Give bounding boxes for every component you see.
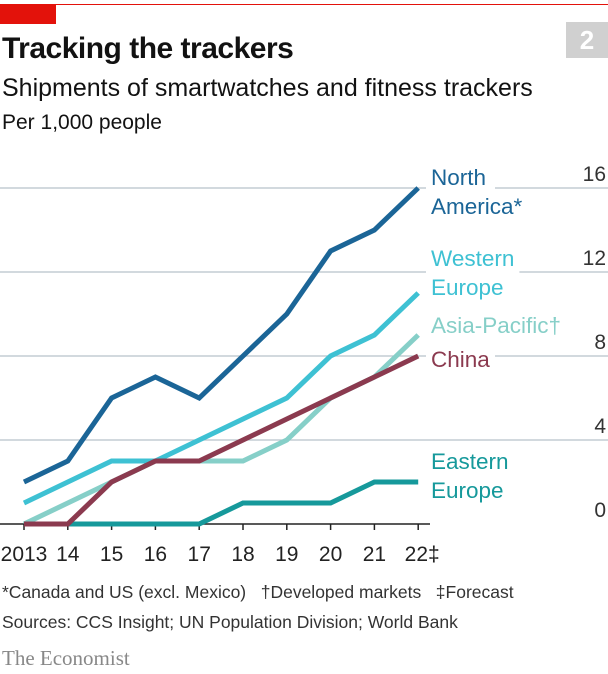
series-label: North xyxy=(431,165,486,190)
series-label: Asia-Pacific† xyxy=(431,313,561,338)
x-tick-label: 15 xyxy=(100,543,123,566)
series-label: Europe xyxy=(431,275,504,300)
brand-logo: The Economist xyxy=(2,646,130,670)
series-line-north-america xyxy=(22,186,420,485)
series-label-bg xyxy=(426,347,495,374)
red-tag xyxy=(0,4,56,24)
x-tick-label: 14 xyxy=(56,543,80,566)
chart-number-badge: 2 xyxy=(566,22,608,58)
series-label: China xyxy=(431,347,490,372)
x-tick-label: 21 xyxy=(363,543,386,566)
y-tick-label: 4 xyxy=(594,415,606,438)
x-tick-label: 17 xyxy=(188,543,211,566)
top-rule xyxy=(0,4,608,5)
x-tick-label: 20 xyxy=(319,543,342,566)
y-tick-label: 0 xyxy=(594,499,606,522)
series-label-bg xyxy=(426,275,508,302)
chart-title: Tracking the trackers xyxy=(2,32,294,65)
series-label: Europe xyxy=(431,478,504,503)
x-tick-label: 18 xyxy=(231,543,254,566)
y-tick-label: 16 xyxy=(583,163,606,186)
series-label: Eastern xyxy=(431,449,509,474)
series-line-china xyxy=(24,353,420,527)
chart-subtitle: Shipments of smartwatches and fitness tr… xyxy=(2,74,533,102)
y-tick-label: 12 xyxy=(583,247,606,270)
series-label-bg xyxy=(426,194,532,221)
series-line-eastern-europe xyxy=(24,479,419,527)
series-label-bg xyxy=(426,246,520,273)
unit-label: Per 1,000 people xyxy=(2,111,162,134)
series-label: Western xyxy=(431,246,514,271)
x-tick-label: 22‡ xyxy=(405,543,440,566)
x-tick-label: 16 xyxy=(144,543,167,566)
x-tick-label: 19 xyxy=(275,543,298,566)
series-label-bg xyxy=(426,313,593,340)
series-label-bg xyxy=(426,478,508,505)
series-label: America* xyxy=(431,194,523,219)
series-label-bg xyxy=(426,449,520,476)
sources: Sources: CCS Insight; UN Population Divi… xyxy=(2,612,458,632)
footnotes: *Canada and US (excl. Mexico) †Developed… xyxy=(2,582,514,602)
series-line-western-europe xyxy=(22,291,420,506)
x-tick-label: 2013 xyxy=(1,543,48,566)
y-tick-label: 8 xyxy=(594,331,606,354)
series-label-bg xyxy=(426,165,495,192)
